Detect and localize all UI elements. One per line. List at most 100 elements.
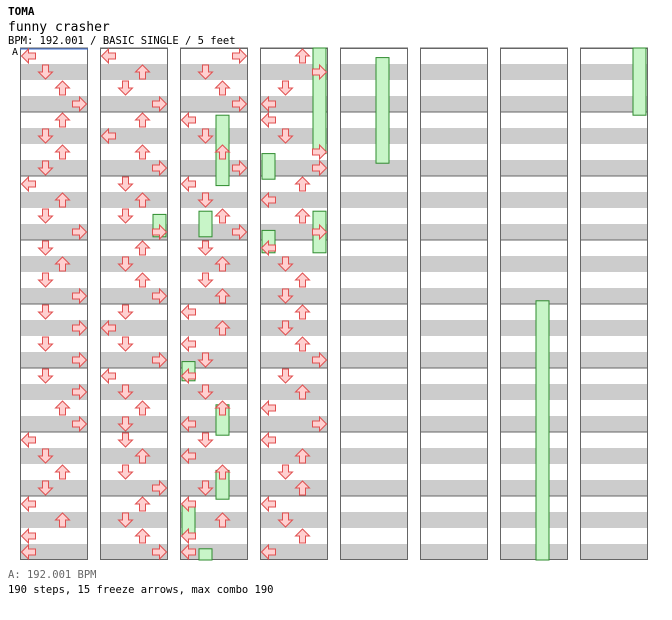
beat-stripe: [20, 256, 88, 272]
beat-stripe: [420, 128, 488, 144]
down-arrow: [37, 240, 54, 256]
beat-stripe: [20, 480, 88, 496]
left-arrow: [20, 431, 36, 449]
beat-stripe: [260, 512, 328, 528]
beat-stripe: [340, 128, 408, 144]
down-arrow: [117, 80, 134, 96]
down-arrow: [197, 432, 214, 448]
beat-stripe: [420, 96, 488, 112]
beat-stripe: [580, 224, 648, 240]
up-arrow: [294, 448, 311, 464]
beat-stripe: [180, 64, 248, 80]
beat-stripe: [100, 352, 168, 368]
left-arrow: [180, 447, 196, 465]
down-arrow: [117, 336, 134, 352]
beat-stripe: [100, 480, 168, 496]
beat-stripe: [180, 96, 248, 112]
beat-stripe: [180, 256, 248, 272]
down-arrow: [117, 304, 134, 320]
up-arrow: [54, 400, 71, 416]
left-arrow: [260, 431, 276, 449]
freeze-arrow: [198, 548, 213, 561]
down-arrow: [37, 160, 54, 176]
up-arrow: [214, 464, 231, 480]
down-arrow: [37, 480, 54, 496]
left-arrow: [260, 239, 276, 257]
up-arrow: [294, 176, 311, 192]
up-arrow: [54, 144, 71, 160]
freeze-arrow: [632, 47, 647, 116]
right-arrow: [312, 159, 328, 177]
down-arrow: [197, 384, 214, 400]
down-arrow: [117, 512, 134, 528]
beat-stripe: [340, 448, 408, 464]
down-arrow: [277, 128, 294, 144]
down-arrow: [117, 176, 134, 192]
beat-stripe: [180, 480, 248, 496]
up-arrow: [134, 112, 151, 128]
beat-stripe: [340, 320, 408, 336]
beat-stripe: [420, 288, 488, 304]
left-arrow: [100, 319, 116, 337]
up-arrow: [134, 144, 151, 160]
left-arrow: [180, 495, 196, 513]
beat-stripe: [100, 256, 168, 272]
beat-stripe: [500, 320, 568, 336]
beat-stripe: [180, 224, 248, 240]
left-arrow: [260, 95, 276, 113]
beat-stripe: [20, 288, 88, 304]
up-arrow: [134, 496, 151, 512]
right-arrow: [72, 95, 88, 113]
beat-stripe: [340, 192, 408, 208]
beat-stripe: [340, 96, 408, 112]
beat-stripe: [340, 416, 408, 432]
down-arrow: [197, 128, 214, 144]
beat-stripe: [100, 448, 168, 464]
beat-stripe: [500, 64, 568, 80]
down-arrow: [277, 464, 294, 480]
beat-stripe: [500, 224, 568, 240]
column-frame: [580, 48, 648, 560]
up-arrow: [294, 528, 311, 544]
beat-stripe: [420, 416, 488, 432]
chart-header: TOMA funny crasher BPM: 192.001 / BASIC …: [0, 0, 672, 62]
beat-stripe: [180, 352, 248, 368]
left-arrow: [180, 335, 196, 353]
beat-stripe: [500, 416, 568, 432]
right-arrow: [152, 351, 168, 369]
left-arrow: [180, 175, 196, 193]
freeze-arrow: [261, 153, 276, 180]
left-arrow: [180, 415, 196, 433]
right-arrow: [312, 143, 328, 161]
down-arrow: [117, 432, 134, 448]
beat-stripe: [20, 416, 88, 432]
down-arrow: [277, 256, 294, 272]
column-frame: [500, 48, 568, 560]
beat-stripe: [420, 448, 488, 464]
up-arrow: [214, 400, 231, 416]
beat-stripe: [580, 416, 648, 432]
beat-stripe: [260, 256, 328, 272]
down-arrow: [197, 480, 214, 496]
up-arrow: [294, 304, 311, 320]
up-arrow: [134, 192, 151, 208]
beat-stripe: [580, 544, 648, 560]
beat-stripe: [340, 384, 408, 400]
left-arrow: [100, 367, 116, 385]
down-arrow: [197, 272, 214, 288]
beat-stripe: [420, 256, 488, 272]
up-arrow: [54, 112, 71, 128]
up-arrow: [214, 80, 231, 96]
beat-stripe: [180, 384, 248, 400]
right-arrow: [152, 479, 168, 497]
beat-stripe: [580, 256, 648, 272]
beat-stripe: [260, 544, 328, 560]
down-arrow: [277, 288, 294, 304]
up-arrow: [134, 240, 151, 256]
down-arrow: [37, 128, 54, 144]
up-arrow: [294, 272, 311, 288]
up-arrow: [214, 256, 231, 272]
beat-stripe: [340, 224, 408, 240]
beat-stripe: [180, 320, 248, 336]
beat-stripe: [340, 544, 408, 560]
